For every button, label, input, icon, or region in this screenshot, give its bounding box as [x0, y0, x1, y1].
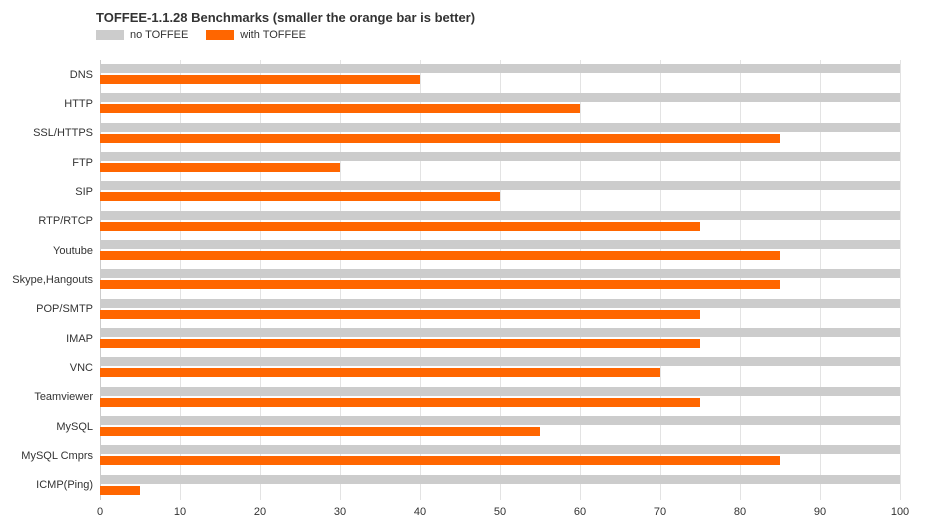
bar-with-toffee — [100, 192, 500, 201]
x-tick-label: 80 — [734, 506, 746, 518]
plot-area — [100, 60, 900, 500]
bar-with-toffee — [100, 310, 700, 319]
x-tick-label: 10 — [174, 506, 186, 518]
y-category-label: IMAP — [66, 333, 93, 345]
swatch-with-toffee — [206, 30, 234, 40]
y-category-label: FTP — [72, 157, 93, 169]
y-category-label: RTP/RTCP — [38, 215, 93, 227]
y-category-label: HTTP — [64, 98, 93, 110]
y-category-label: MySQL — [56, 421, 93, 433]
bar-no-toffee — [100, 93, 900, 102]
bar-no-toffee — [100, 475, 900, 484]
bar-with-toffee — [100, 163, 340, 172]
x-tick-label: 100 — [891, 506, 909, 518]
title-block: TOFFEE-1.1.28 Benchmarks (smaller the or… — [96, 10, 475, 41]
bar-with-toffee — [100, 280, 780, 289]
bar-no-toffee — [100, 357, 900, 366]
y-category-label: VNC — [70, 362, 93, 374]
y-category-label: MySQL Cmprs — [21, 450, 93, 462]
legend: no TOFFEE with TOFFEE — [96, 29, 475, 41]
chart-title: TOFFEE-1.1.28 Benchmarks (smaller the or… — [96, 10, 475, 25]
x-tick-label: 70 — [654, 506, 666, 518]
bar-with-toffee — [100, 427, 540, 436]
bar-with-toffee — [100, 104, 580, 113]
y-category-label: Skype,Hangouts — [12, 274, 93, 286]
y-category-label: SSL/HTTPS — [33, 127, 93, 139]
x-tick-label: 50 — [494, 506, 506, 518]
bar-no-toffee — [100, 328, 900, 337]
bar-no-toffee — [100, 299, 900, 308]
bar-no-toffee — [100, 269, 900, 278]
bar-no-toffee — [100, 64, 900, 73]
y-category-label: Youtube — [53, 245, 93, 257]
y-category-label: SIP — [75, 186, 93, 198]
x-tick-label: 30 — [334, 506, 346, 518]
bar-with-toffee — [100, 75, 420, 84]
bar-with-toffee — [100, 398, 700, 407]
bar-no-toffee — [100, 416, 900, 425]
bar-with-toffee — [100, 134, 780, 143]
x-tick-label: 0 — [97, 506, 103, 518]
bar-with-toffee — [100, 456, 780, 465]
y-category-label: POP/SMTP — [36, 303, 93, 315]
bar-no-toffee — [100, 123, 900, 132]
swatch-no-toffee — [96, 30, 124, 40]
bar-with-toffee — [100, 368, 660, 377]
x-tick-label: 20 — [254, 506, 266, 518]
y-category-label: DNS — [70, 69, 93, 81]
y-category-label: Teamviewer — [34, 391, 93, 403]
x-tick-label: 90 — [814, 506, 826, 518]
bar-no-toffee — [100, 181, 900, 190]
bar-with-toffee — [100, 222, 700, 231]
bar-with-toffee — [100, 251, 780, 260]
y-category-label: ICMP(Ping) — [36, 479, 93, 491]
bar-no-toffee — [100, 445, 900, 454]
grid-line — [900, 60, 901, 500]
bar-with-toffee — [100, 486, 140, 495]
x-tick-label: 60 — [574, 506, 586, 518]
legend-label: no TOFFEE — [130, 29, 188, 41]
legend-item-no-toffee: no TOFFEE — [96, 29, 188, 41]
bar-no-toffee — [100, 387, 900, 396]
x-tick-label: 40 — [414, 506, 426, 518]
benchmark-chart: TOFFEE-1.1.28 Benchmarks (smaller the or… — [0, 0, 931, 527]
bar-with-toffee — [100, 339, 700, 348]
bar-no-toffee — [100, 211, 900, 220]
legend-item-with-toffee: with TOFFEE — [206, 29, 306, 41]
bar-no-toffee — [100, 240, 900, 249]
bar-no-toffee — [100, 152, 900, 161]
legend-label: with TOFFEE — [240, 29, 306, 41]
